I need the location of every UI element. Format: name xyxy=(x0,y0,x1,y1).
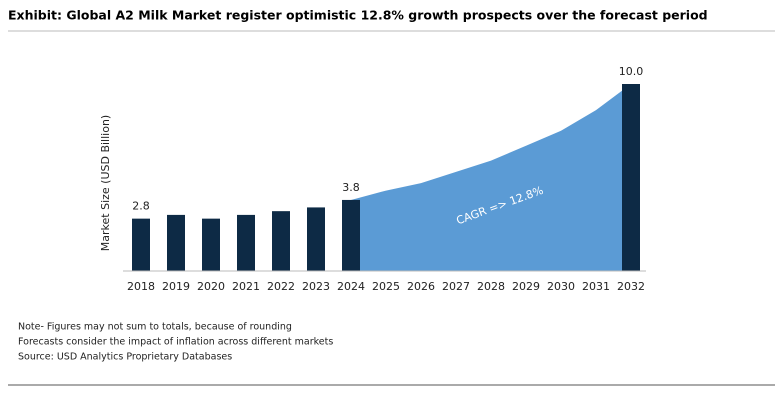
bar xyxy=(237,214,255,271)
x-tick-label: 2032 xyxy=(617,280,645,293)
x-tick-label: 2022 xyxy=(267,280,295,293)
x-tick-label: 2023 xyxy=(302,280,330,293)
data-label: 3.8 xyxy=(342,181,360,194)
area xyxy=(351,84,631,271)
bar xyxy=(132,218,150,271)
note: Forecasts consider the impact of inflati… xyxy=(18,337,333,348)
bar xyxy=(202,218,220,271)
x-tick-label: 2025 xyxy=(372,280,400,293)
bar xyxy=(167,214,185,271)
note: Source: USD Analytics Proprietary Databa… xyxy=(18,352,232,363)
x-tick-label: 2020 xyxy=(197,280,225,293)
title: Exhibit: Global A2 Milk Market register … xyxy=(8,8,708,23)
x-tick-label: 2026 xyxy=(407,280,435,293)
x-tick-label: 2021 xyxy=(232,280,260,293)
x-tick-label: 2028 xyxy=(477,280,505,293)
data-label: 10.0 xyxy=(619,65,644,78)
x-tick-label: 2027 xyxy=(442,280,470,293)
x-tick-label: 2029 xyxy=(512,280,540,293)
data-label: 2.8 xyxy=(132,200,150,213)
bar xyxy=(342,199,360,271)
plot: 2.8 3.8 10.0 2018 2019 2020 2021 2022 2023 2024 20… xyxy=(123,65,646,293)
bar xyxy=(307,207,325,271)
x-tick-label: 2019 xyxy=(162,280,190,293)
y-axis-label: Market Size (USD Billion) xyxy=(99,115,112,251)
x-tick-label: 2018 xyxy=(127,280,155,293)
x-tick-label: 2030 xyxy=(547,280,575,293)
note: Note- Figures may not sum to totals, bec… xyxy=(18,322,292,333)
x-tick-label: 2024 xyxy=(337,280,365,293)
x-tick-label: 2031 xyxy=(582,280,610,293)
bar xyxy=(272,211,290,271)
bar xyxy=(622,84,640,271)
